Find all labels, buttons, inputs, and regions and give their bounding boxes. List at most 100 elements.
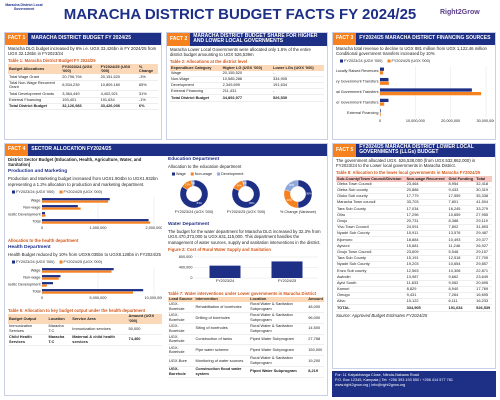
column-header: Service Area [71,314,128,324]
legend-swatch [190,172,194,176]
table-cell: 12,518 [447,255,476,263]
bar [42,200,109,203]
bar [380,102,385,107]
x-tick-label: 5,000,000 [90,296,107,300]
table-cell: 526,539 [475,304,492,312]
table-cell: Total District Budget [170,95,222,102]
fact-text: The government allocated UGX. 526,538,00… [336,157,476,169]
table-cell: 9,662 [447,274,476,281]
table-cell: 27,955 [475,212,492,219]
table-cell: 16,695 [475,292,492,300]
donut-slice [284,180,299,193]
x-tick-label: 2,000,000 [146,226,162,230]
table-cell: 6,534,239 [61,80,100,92]
table-cell: 29,157 [475,249,492,256]
table-cell: Oleba Sub county [336,187,406,194]
x-tick-label: 30,000,000 [476,119,494,123]
table-cell: 12,563 [405,268,448,275]
legend-swatch [217,172,221,176]
category-label: Non-wage [23,276,40,280]
table-cell: - [272,70,324,77]
fact-title: MARACHA DISTRICT BUDGET SHARE FOR HIGHER… [193,33,318,45]
table-caption: Table 7: Water interventions under Lower… [168,290,316,296]
bar [42,284,47,287]
table-cell: Enzo Sub county [336,268,406,275]
column-header: Amount (UGX '000) [127,314,162,324]
table-block: Table 8: Allocation to the lower local g… [333,169,495,312]
chart-block: FY2023/24 (UGX '000) FY2024/25 (UGX '000)… [333,58,495,129]
table-row: Wage 20,155,520- [170,70,324,77]
table-cell: 4,402,921 [99,91,138,98]
legend-label: Wage [176,172,186,176]
table-cell: Pipe water scheme [194,344,250,357]
table-cell: Ovujo Town Council [336,249,406,256]
table-row: Total District Budget 32,126,983 33,426,00… [8,103,158,110]
chart-block: Wage Non-wage Development 84% 13% 3% FY2023/24… [168,171,324,220]
column-header: Grid Funding [447,176,476,182]
table-cell: UGX-Borehole [168,366,195,378]
category-label: Domestic Development [8,283,41,287]
table-cell: 191,634 [99,97,138,104]
legend-label: FY2024/25 (UGX '000) [64,190,103,194]
donut-slice [231,180,261,209]
column-header: Amount [307,296,324,303]
y-tick-label: 0 [190,276,192,280]
table-row: UGX-Borehole Drilling of boreholes Rural W… [168,312,324,324]
table-cell: 9,433 [447,187,476,194]
table-cell: 191,634 [447,305,476,312]
table-cell: -3% [137,74,158,81]
partner-logo: Right2Grow [440,9,480,16]
table-cell: Total Non-Wage Recurrent Grant [8,80,62,92]
bar [42,197,110,201]
value-label: 3% [191,181,195,185]
table-cell: Total Wage Grant [8,74,62,81]
table-row: UGX-Borehole Construction of tanks Piped W… [168,334,324,346]
fact-title: FY2024/25 MARACHA DISTRICT FINANCING SOU… [359,35,491,42]
legend-label: FY2024/25 (UGX '000) [64,260,103,264]
table-cell: 10,122 [405,299,448,306]
footer: For: 11 Kalyabbanga Close, Ntinda-Nakawa… [332,371,496,397]
legend-label: FY2023/24 (UGX '000) [16,260,55,264]
table-cell: Nyadri Sub County [336,231,406,238]
fact-1: FACT 1 MARACHA DISTRICT BUDGET FY 2024/25… [4,32,162,140]
table-block: Table 5: Allocation to key budget output… [5,307,165,346]
table-cell: 17,034 [405,206,448,213]
bar [42,282,54,285]
y-tick-label: 400,000 [179,265,193,269]
table-cell: 34,892,977 [221,95,272,102]
table-cell: 9,431 [405,292,448,300]
legend-swatch [12,260,15,264]
table-cell: 10,809,160 [99,80,138,92]
category-label: Locally Raised Revenues [336,70,379,74]
legend-label: Non-wage [195,172,212,176]
table-row: Immunization Services Maracha T.C Immuniza… [8,323,162,335]
category-label: Discretionary Government Transfers [336,80,379,84]
table-cell: 32,126,983 [61,103,100,110]
table-cell: UGX-Borehole [168,323,195,335]
bar [42,289,144,292]
table-cell: Awindiri [336,274,406,281]
table-cell: 65% [137,80,158,92]
table-cell: 15,191 [405,255,448,263]
x-tick-label: 0 [41,296,43,300]
column-header: Budget Allocations [8,64,62,75]
table-caption: Table 8: Allocation to the lower local g… [336,170,481,176]
value-label: 4% [243,181,247,185]
category-label: Domestic Development [8,212,41,216]
table-cell: 22,871 [475,268,492,275]
table-row: Development 2,349,699 191,634 [170,82,324,90]
fact-header: FACT 1 MARACHA DISTRICT BUDGET FY 2024/25 [5,33,161,45]
table-cell: Maracha T.C [47,323,72,335]
table-cell: 48,000 [307,302,324,313]
table-cell: 41,504 [475,200,492,207]
donut-label: FY2024/25 (UGX '000) [227,210,266,214]
table-cell: 20,886 [405,187,448,194]
table-row: Nyadri Sub County 15,911 13,576 29,487 [336,231,492,238]
table-cell: 15,681 [405,243,448,250]
table-cell: 19,203 [405,261,448,269]
table-cell: 334,905 [272,76,324,83]
table-row: UGX-Borehole Construction flood water sys… [168,366,324,378]
value-label: 84% [197,201,203,205]
fact-5: FACT 5 FY2024/25 MARACHA DISTRICT LOWER L… [332,143,496,369]
